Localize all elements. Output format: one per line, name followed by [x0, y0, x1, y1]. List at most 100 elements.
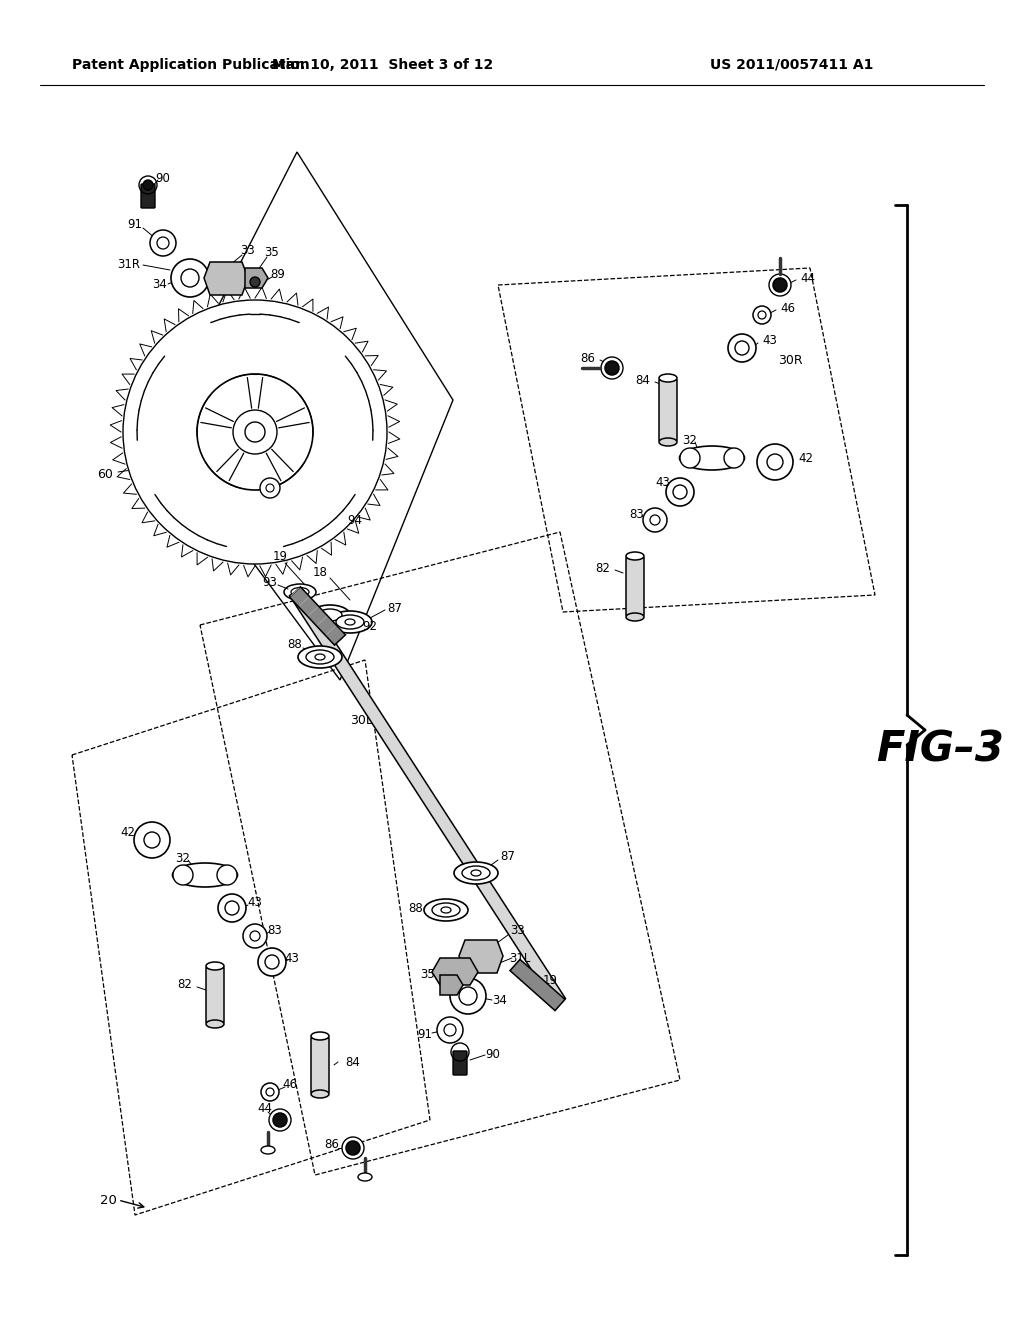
Circle shape: [143, 180, 153, 190]
Circle shape: [258, 948, 286, 975]
Circle shape: [680, 447, 700, 469]
Text: US 2011/0057411 A1: US 2011/0057411 A1: [710, 58, 873, 73]
Ellipse shape: [454, 862, 498, 884]
Ellipse shape: [318, 609, 342, 620]
Text: 90: 90: [485, 1048, 501, 1061]
Circle shape: [758, 312, 766, 319]
Ellipse shape: [311, 1032, 329, 1040]
Text: 89: 89: [270, 268, 286, 281]
Polygon shape: [290, 587, 345, 645]
Ellipse shape: [306, 649, 334, 664]
Ellipse shape: [291, 587, 309, 597]
Circle shape: [245, 422, 265, 442]
Ellipse shape: [358, 1173, 372, 1181]
Text: 43: 43: [285, 952, 299, 965]
Ellipse shape: [471, 870, 481, 876]
Ellipse shape: [298, 645, 342, 668]
Circle shape: [260, 478, 280, 498]
Circle shape: [218, 894, 246, 921]
Ellipse shape: [206, 1020, 224, 1028]
Text: 60: 60: [97, 469, 113, 482]
FancyBboxPatch shape: [141, 183, 155, 209]
Ellipse shape: [462, 866, 490, 880]
Text: 82: 82: [177, 978, 193, 991]
Ellipse shape: [310, 605, 350, 624]
Text: 35: 35: [421, 969, 435, 982]
Circle shape: [250, 931, 260, 941]
Polygon shape: [245, 268, 268, 288]
Polygon shape: [311, 1038, 329, 1092]
Text: 93: 93: [262, 576, 278, 589]
Ellipse shape: [345, 619, 355, 624]
Ellipse shape: [659, 374, 677, 381]
Circle shape: [225, 902, 239, 915]
Text: 19: 19: [543, 974, 557, 986]
FancyBboxPatch shape: [453, 1051, 467, 1074]
Text: 20: 20: [100, 1193, 117, 1206]
Polygon shape: [432, 958, 478, 985]
Text: 46: 46: [283, 1078, 298, 1092]
Text: 31R: 31R: [117, 259, 140, 272]
Text: Patent Application Publication: Patent Application Publication: [72, 58, 309, 73]
Circle shape: [767, 454, 783, 470]
Circle shape: [643, 508, 667, 532]
Circle shape: [150, 230, 176, 256]
Circle shape: [265, 954, 279, 969]
Text: 34: 34: [153, 279, 168, 292]
Circle shape: [144, 832, 160, 847]
Text: 43: 43: [248, 895, 262, 908]
Text: 44: 44: [800, 272, 815, 285]
Circle shape: [171, 259, 209, 297]
Ellipse shape: [680, 446, 744, 470]
Ellipse shape: [424, 899, 468, 921]
Text: 42: 42: [121, 825, 135, 838]
Text: 88: 88: [288, 639, 302, 652]
Circle shape: [261, 1082, 279, 1101]
Text: 86: 86: [325, 1138, 339, 1151]
Text: 83: 83: [267, 924, 283, 936]
Text: 19: 19: [272, 550, 288, 564]
Text: 30L: 30L: [350, 714, 373, 726]
Circle shape: [269, 1109, 291, 1131]
Text: 82: 82: [595, 561, 610, 574]
Text: 92: 92: [362, 620, 378, 634]
Circle shape: [173, 865, 193, 884]
Circle shape: [437, 1016, 463, 1043]
Circle shape: [233, 411, 278, 454]
Text: 86: 86: [581, 351, 595, 364]
Circle shape: [243, 924, 267, 948]
Circle shape: [266, 1088, 274, 1096]
Circle shape: [601, 356, 623, 379]
Ellipse shape: [659, 438, 677, 446]
Text: 84: 84: [635, 374, 650, 387]
Circle shape: [735, 341, 749, 355]
Circle shape: [450, 978, 486, 1014]
Ellipse shape: [284, 583, 316, 601]
Circle shape: [673, 484, 687, 499]
Text: FIG–3: FIG–3: [877, 729, 1004, 771]
Ellipse shape: [172, 863, 238, 887]
Circle shape: [605, 360, 618, 375]
Circle shape: [123, 300, 387, 564]
Text: 35: 35: [264, 246, 280, 259]
Ellipse shape: [315, 653, 325, 660]
Circle shape: [217, 865, 237, 884]
Ellipse shape: [311, 1090, 329, 1098]
Ellipse shape: [441, 907, 451, 913]
Ellipse shape: [626, 552, 644, 560]
Polygon shape: [510, 960, 565, 1011]
Polygon shape: [290, 589, 565, 1006]
Text: 88: 88: [409, 902, 423, 915]
Text: 84: 84: [345, 1056, 359, 1068]
Text: 42: 42: [798, 451, 813, 465]
Circle shape: [181, 269, 199, 286]
Text: 90: 90: [156, 172, 170, 185]
Circle shape: [197, 374, 313, 490]
Circle shape: [769, 275, 791, 296]
Ellipse shape: [336, 615, 364, 630]
Ellipse shape: [328, 611, 372, 634]
Circle shape: [342, 1137, 364, 1159]
Polygon shape: [440, 975, 463, 995]
Circle shape: [273, 1113, 287, 1127]
Ellipse shape: [261, 1146, 275, 1154]
